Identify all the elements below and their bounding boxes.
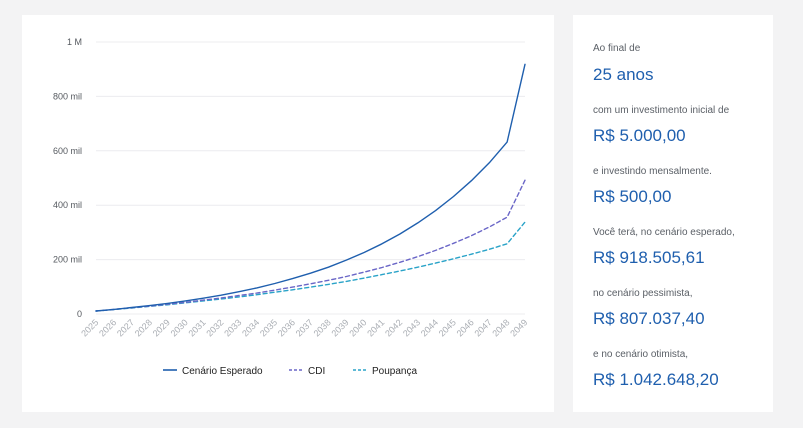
x-tick-label: 2044 xyxy=(419,317,440,338)
y-tick-label: 200 mil xyxy=(53,255,82,265)
optimistic-scenario-value: R$ 1.042.648,20 xyxy=(593,370,719,389)
x-tick-label: 2029 xyxy=(151,317,172,338)
x-tick-label: 2042 xyxy=(383,317,404,338)
y-tick-label: 1 M xyxy=(67,37,82,47)
y-tick-label: 400 mil xyxy=(53,200,82,210)
x-tick-label: 2038 xyxy=(312,317,333,338)
x-tick-label: 2048 xyxy=(490,317,511,338)
legend-item[interactable]: Poupança xyxy=(353,366,417,377)
chart-card: 0 200 mil 400 mil 600 mil 800 mil 1 M 2025 202… xyxy=(22,15,554,412)
x-tick-label: 2043 xyxy=(401,317,422,338)
optimistic-scenario-label: e no cenário otimista, xyxy=(593,349,689,360)
y-tick-label: 600 mil xyxy=(53,146,82,156)
series-line-poupan-a xyxy=(95,221,526,312)
y-tick-label: 800 mil xyxy=(53,91,82,101)
x-tick-label: 2045 xyxy=(437,317,458,338)
x-tick-label: 2026 xyxy=(97,317,118,338)
y-tick-label: 0 xyxy=(77,309,82,319)
series-line-cen-rio-esperado xyxy=(95,63,526,312)
x-tick-label: 2039 xyxy=(329,317,350,338)
legend-label: Poupança xyxy=(372,366,417,377)
series-line-cdi xyxy=(95,179,526,312)
x-tick-label: 2049 xyxy=(508,317,529,338)
x-tick-label: 2047 xyxy=(472,317,493,338)
monthly-investment-label: e investindo mensalmente. xyxy=(593,166,712,177)
x-tick-label: 2031 xyxy=(186,317,207,338)
x-tick-label: 2041 xyxy=(365,317,386,338)
monthly-investment-value: R$ 500,00 xyxy=(593,187,672,206)
x-tick-label: 2040 xyxy=(347,317,368,338)
x-tick-label: 2025 xyxy=(79,317,100,338)
intro-label: Ao final de xyxy=(593,43,641,54)
expected-scenario-label: Você terá, no cenário esperado, xyxy=(593,227,735,238)
legend-label: Cenário Esperado xyxy=(182,366,263,377)
expected-scenario-value: R$ 918.505,61 xyxy=(593,248,705,267)
x-tick-label: 2027 xyxy=(115,317,136,338)
initial-investment-value: R$ 5.000,00 xyxy=(593,126,686,145)
x-tick-label: 2046 xyxy=(455,317,476,338)
x-tick-label: 2030 xyxy=(169,317,190,338)
pessimistic-scenario-value: R$ 807.037,40 xyxy=(593,309,705,328)
x-tick-label: 2032 xyxy=(204,317,225,338)
x-tick-label: 2028 xyxy=(133,317,154,338)
x-tick-label: 2036 xyxy=(276,317,297,338)
legend-label: CDI xyxy=(308,366,325,377)
legend-item[interactable]: CDI xyxy=(289,366,325,377)
x-tick-label: 2033 xyxy=(222,317,243,338)
initial-investment-label: com um investimento inicial de xyxy=(593,105,730,116)
x-tick-label: 2034 xyxy=(240,317,261,338)
summary-card: Ao final de 25 anos com um investimento … xyxy=(573,15,773,412)
x-tick-label: 2037 xyxy=(294,317,315,338)
legend-item[interactable]: Cenário Esperado xyxy=(163,366,263,377)
pessimistic-scenario-label: no cenário pessimista, xyxy=(593,288,693,299)
period-value: 25 anos xyxy=(593,65,654,84)
x-tick-label: 2035 xyxy=(258,317,279,338)
